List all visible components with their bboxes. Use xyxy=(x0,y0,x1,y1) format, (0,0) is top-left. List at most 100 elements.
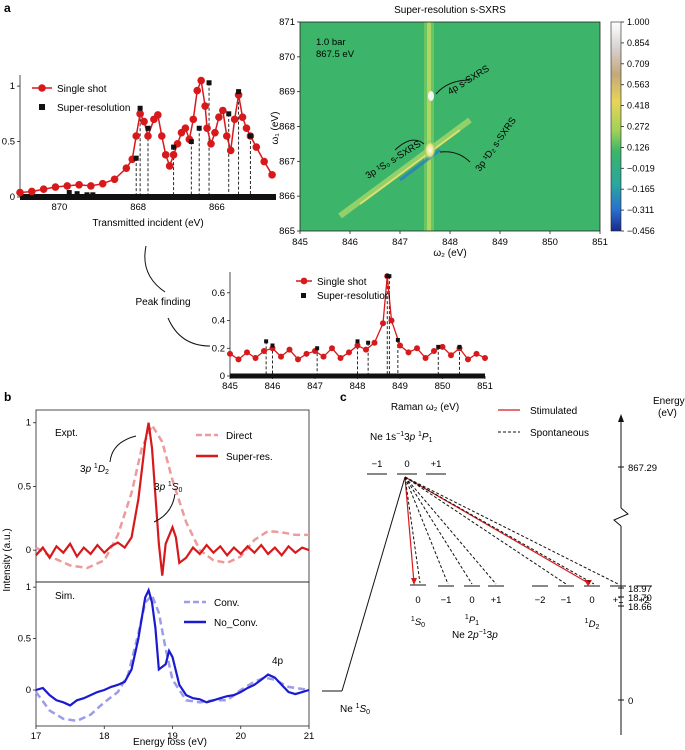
heatmap-y-tick-label: 867 xyxy=(279,156,295,167)
peak-finding-arrow-up xyxy=(144,245,166,293)
b-bottom-annotation-sim: Sim. xyxy=(55,591,75,602)
colorbar-tick-label: 1.000 xyxy=(627,17,650,27)
raman-single-shot-point xyxy=(227,350,233,357)
raman-baseline xyxy=(230,373,485,379)
x-tick-label: 846 xyxy=(265,381,281,392)
panel-label-c: c xyxy=(340,390,347,404)
y-tick-label: 1 xyxy=(26,582,31,593)
b-legend-conv: Conv. xyxy=(214,598,239,609)
x-tick-label: 849 xyxy=(392,381,408,392)
c-energy-tick-1866: 18.66 xyxy=(628,602,652,613)
c-upper-state: Ne 1s−13p 1P1 xyxy=(370,431,433,444)
y-tick-label: 0 xyxy=(10,192,15,203)
x-tick-label: 19 xyxy=(167,731,178,742)
x-tick-label: 866 xyxy=(209,202,225,213)
b-bottom-legend: Conv. No_Conv. xyxy=(184,598,258,629)
super-resolution-point xyxy=(137,105,143,111)
y-tick-label: 0 xyxy=(26,685,31,696)
y-tick-label: 0 xyxy=(26,545,31,556)
raman-single-shot-point xyxy=(439,343,446,350)
c-d2-ms-plus1: +1 xyxy=(613,595,624,606)
super-resolution-baseline xyxy=(20,194,276,200)
single-shot-point xyxy=(252,143,261,151)
heatmap-x-tick-label: 850 xyxy=(542,237,558,248)
raman-single-shot-point xyxy=(465,356,471,363)
single-shot-point xyxy=(242,124,251,133)
single-shot-point xyxy=(39,185,48,194)
single-shot-point xyxy=(75,181,83,189)
raman-super-resolution-point xyxy=(395,337,400,342)
raman-x-label: Raman ω₂ (eV) xyxy=(391,402,459,413)
c-upper-ms-minus1: −1 xyxy=(372,459,383,470)
raman-single-shot-point xyxy=(482,354,488,361)
c-energy-tick-1870: 18.70 xyxy=(628,593,652,604)
x-tick-label: 848 xyxy=(350,381,366,392)
raman-single-shot-point xyxy=(261,348,267,355)
single-shot-point xyxy=(87,182,95,190)
single-shot-point xyxy=(226,146,235,155)
y-tick-label: 0 xyxy=(220,371,225,382)
raman-single-shot-point xyxy=(363,346,369,353)
raman-super-resolution-point xyxy=(366,340,371,345)
colorbar-tick-label: 0.272 xyxy=(627,122,650,132)
raman-single-shot-point xyxy=(448,352,454,359)
colorbar-tick-label: 0.418 xyxy=(627,101,650,111)
heatmap-y-tick-label: 866 xyxy=(279,191,295,202)
heatmap-y-tick-label: 871 xyxy=(279,17,295,28)
y-tick-label: 0.5 xyxy=(18,481,31,492)
single-shot-point xyxy=(193,86,202,95)
b-top-arrow-1d2 xyxy=(109,435,137,463)
single-shot-point xyxy=(136,110,144,118)
colorbar-tick-label: −0.165 xyxy=(627,184,655,194)
c-group-1d2: 1D2 xyxy=(585,618,600,631)
heatmap-annotation-energy: 867.5 eV xyxy=(316,49,355,60)
super-resolution-point xyxy=(247,133,253,139)
x-tick-label: 850 xyxy=(435,381,451,392)
raman-legend-single-shot: Single shot xyxy=(317,277,367,288)
single-shot-point xyxy=(203,124,211,133)
raman-single-shot-point xyxy=(235,356,242,363)
raman-spectrum-plot: 845 846 847 848 849 850 851 0 0.2 0.4 0.6 xyxy=(212,272,493,392)
single-shot-point xyxy=(230,115,239,124)
super-resolution-point xyxy=(171,144,177,150)
single-shot-point xyxy=(169,151,178,159)
raman-single-shot-point xyxy=(422,354,429,361)
y-tick-label: 0.5 xyxy=(18,634,31,645)
raman-legend-super-resolution: Super-resolution xyxy=(317,291,390,302)
heatmap-annotation-pressure: 1.0 bar xyxy=(316,37,346,48)
single-shot-point xyxy=(197,76,205,85)
raman-single-shot-point xyxy=(414,345,420,352)
raman-super-resolution-point xyxy=(385,274,390,279)
raman-single-shot-point xyxy=(244,349,250,356)
c-group-1p1: 1P1 xyxy=(465,614,479,627)
heatmap-x-tick-label: 851 xyxy=(592,237,608,248)
heatmap-axes: 845 846 847 848 849 850 851 865 866 867 868 869 870 8… xyxy=(279,17,608,248)
x-tick-label: 17 xyxy=(31,731,42,742)
super-resolution-point xyxy=(84,192,90,198)
incident-legend-super-resolution: Super-resolution xyxy=(57,103,130,114)
super-resolution-point xyxy=(90,192,96,198)
b-top-annotation-expt: Expt. xyxy=(55,428,78,439)
heatmap-y-label: ω₁ (eV) xyxy=(270,112,281,145)
b-legend-no-conv: No_Conv. xyxy=(214,618,258,629)
b-x-label: Energy loss (eV) xyxy=(133,737,207,748)
b-top-annotation-1d2: 3p 1D2 xyxy=(80,463,109,476)
single-shot-point xyxy=(219,106,227,115)
raman-single-shot-point xyxy=(295,356,301,363)
heatmap-arrows xyxy=(394,79,471,163)
incident-spectrum-plot: 870 868 866 0 0.5 1 xyxy=(2,75,276,213)
x-tick-label: 18 xyxy=(99,731,110,742)
heatmap-y-tick-label: 865 xyxy=(279,226,295,237)
incident-legend-single-shot: Single shot xyxy=(57,84,107,95)
panel-label-a: a xyxy=(4,1,11,15)
raman-single-shot-point xyxy=(346,349,352,356)
no-conv-line xyxy=(35,587,310,707)
c-d2-ms-0: 0 xyxy=(589,595,594,606)
raman-single-shot-point xyxy=(380,320,386,327)
heatmap-x-tick-label: 847 xyxy=(392,237,408,248)
single-shot-point xyxy=(157,132,166,140)
raman-single-shot-point xyxy=(303,350,310,357)
y-tick-label: 1 xyxy=(10,81,15,92)
raman-single-shot-point xyxy=(320,353,327,360)
super-resolution-point xyxy=(66,190,72,196)
